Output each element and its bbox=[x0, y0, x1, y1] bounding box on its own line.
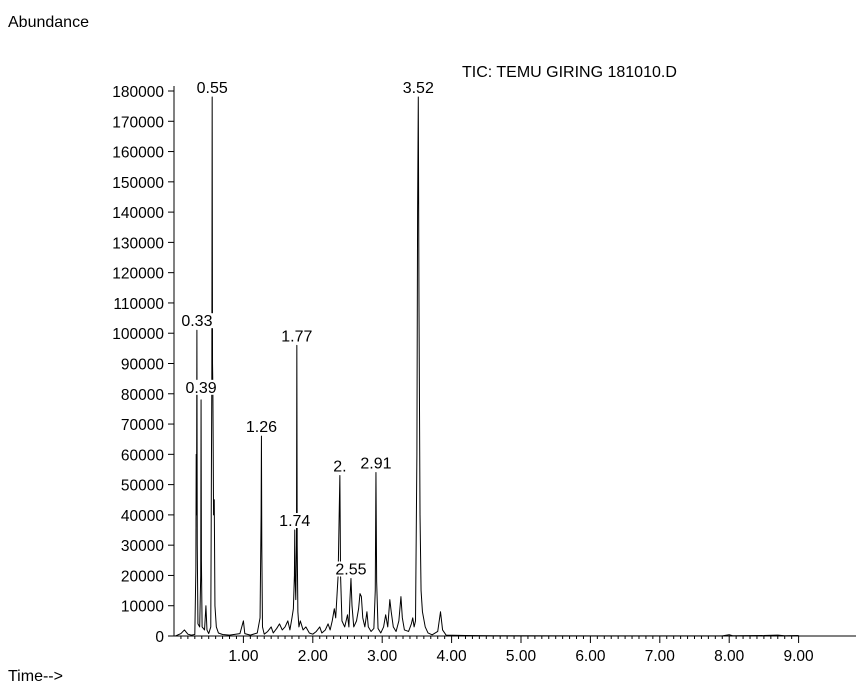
x-tick-label: 8.00 bbox=[714, 648, 745, 665]
chart-title: TIC: TEMU GIRING 181010.D bbox=[462, 64, 677, 81]
peak-label: 2. bbox=[333, 459, 346, 476]
x-tick-label: 7.00 bbox=[645, 648, 676, 665]
y-tick-label: 110000 bbox=[113, 296, 164, 313]
y-axis-ticks: 0 10000 20000 30000 40000 50000 60000 70000 8000… bbox=[112, 84, 174, 646]
y-tick-label: 160000 bbox=[112, 145, 164, 162]
peak-label: 3.52 bbox=[403, 80, 434, 97]
x-tick-label: 9.00 bbox=[784, 648, 815, 665]
y-tick-label: 130000 bbox=[112, 235, 164, 252]
peak-label-bg bbox=[399, 80, 437, 96]
y-tick-label: 100000 bbox=[112, 326, 164, 343]
peak-label-bg bbox=[357, 455, 395, 471]
y-tick-label: 120000 bbox=[112, 266, 164, 283]
y-tick-label: 10000 bbox=[121, 599, 164, 616]
peak-label: 1.77 bbox=[281, 328, 312, 345]
y-tick-label: 80000 bbox=[121, 387, 164, 404]
x-tick-label: 4.00 bbox=[437, 648, 468, 665]
peak-label-bg bbox=[278, 328, 316, 344]
peak-label: 1.26 bbox=[246, 419, 277, 436]
peak-label: 0.55 bbox=[197, 80, 228, 97]
peak-label: 1.74 bbox=[279, 513, 310, 530]
x-tick-label: 6.00 bbox=[575, 648, 606, 665]
x-axis-ticks: 1.00 2.00 3.00 4.00 5.00 6.00 7.00 8.00 9.00 bbox=[228, 636, 814, 665]
x-tick-label: 5.00 bbox=[506, 648, 537, 665]
y-tick-label: 170000 bbox=[112, 114, 164, 131]
peak-label: 2.91 bbox=[360, 456, 391, 473]
y-tick-label: 150000 bbox=[112, 175, 164, 192]
y-tick-label: 20000 bbox=[121, 568, 164, 585]
y-tick-label: 140000 bbox=[112, 205, 164, 222]
y-tick-label: 180000 bbox=[112, 84, 164, 101]
tic-trace-line bbox=[175, 96, 799, 637]
peak-label-bg bbox=[332, 561, 370, 577]
peak-label-bg bbox=[193, 80, 231, 96]
x-axis-minor-ticks bbox=[180, 636, 793, 639]
y-tick-label: 50000 bbox=[121, 478, 164, 495]
peak-label: 0.33 bbox=[181, 313, 212, 330]
y-tick-label: 30000 bbox=[121, 538, 164, 555]
y-tick-label: 40000 bbox=[121, 508, 164, 525]
x-tick-label: 1.00 bbox=[228, 648, 259, 665]
peak-label-bg bbox=[178, 313, 216, 329]
peak-label-bg bbox=[243, 419, 280, 435]
x-axis-label: Time--> bbox=[8, 668, 63, 684]
y-tick-label: 90000 bbox=[121, 357, 164, 374]
x-tick-label: 3.00 bbox=[367, 648, 398, 665]
peak-label: 2.55 bbox=[335, 561, 366, 578]
y-tick-label: 0 bbox=[155, 629, 164, 646]
peak-label-bg bbox=[182, 379, 220, 395]
x-tick-label: 2.00 bbox=[298, 648, 329, 665]
y-tick-label: 60000 bbox=[121, 447, 164, 464]
peak-label-bg bbox=[329, 458, 351, 474]
peak-label-bg bbox=[276, 513, 314, 529]
y-tick-label: 70000 bbox=[121, 417, 164, 434]
y-axis-label: Abundance bbox=[8, 14, 89, 31]
peak-labels: 0.55 3.52 0.33 1.77 0.39 1.26 2. 2.91 1.74 2.55 bbox=[178, 80, 437, 578]
peak-label: 0.39 bbox=[185, 380, 216, 397]
